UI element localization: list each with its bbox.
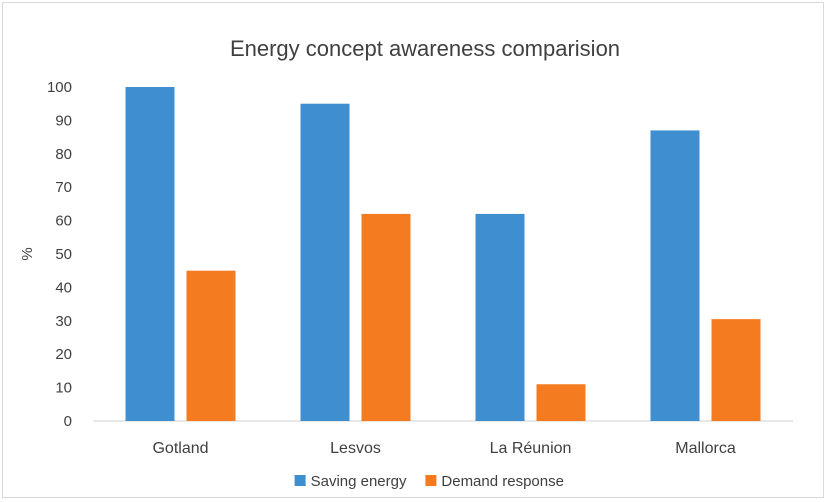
y-tick-label: 40	[55, 279, 72, 296]
y-tick-label: 30	[55, 313, 72, 330]
bar-saving-energy	[125, 87, 175, 421]
legend-swatch	[425, 475, 437, 486]
y-tick-label: 20	[55, 346, 72, 363]
legend-swatch	[294, 475, 306, 486]
y-tick-label: 60	[55, 213, 72, 230]
y-tick-label: 70	[55, 179, 72, 196]
category-labels: Gotland Lesvos La Réunion Mallorca	[152, 440, 735, 457]
chart-title: Energy concept awareness comparision	[230, 36, 620, 61]
y-axis-ticks: 0 10 20 30 40 50 60 70 80 90 100	[47, 79, 72, 430]
y-tick-label: 100	[47, 79, 72, 96]
bar-saving-energy	[650, 130, 700, 422]
y-tick-label: 80	[55, 146, 72, 163]
category-label: Gotland	[152, 440, 208, 457]
legend: Saving energy Demand response	[294, 473, 564, 490]
category-label: Lesvos	[330, 440, 381, 457]
bar-saving-energy	[475, 213, 525, 421]
category-label: Mallorca	[675, 440, 736, 457]
y-tick-label: 50	[55, 246, 72, 263]
y-tick-label: 0	[64, 413, 72, 430]
y-tick-label: 10	[55, 380, 72, 397]
y-tick-label: 90	[55, 112, 72, 129]
bar-saving-energy	[300, 103, 350, 421]
category-label: La Réunion	[490, 440, 572, 457]
bar-demand-response	[186, 270, 236, 421]
legend-label: Demand response	[441, 473, 564, 490]
bars-group	[125, 87, 761, 422]
legend-label: Saving energy	[311, 473, 407, 490]
y-axis-label: %	[19, 247, 36, 260]
bar-demand-response	[361, 213, 411, 421]
bar-demand-response	[536, 384, 586, 421]
bar-demand-response	[711, 319, 761, 421]
